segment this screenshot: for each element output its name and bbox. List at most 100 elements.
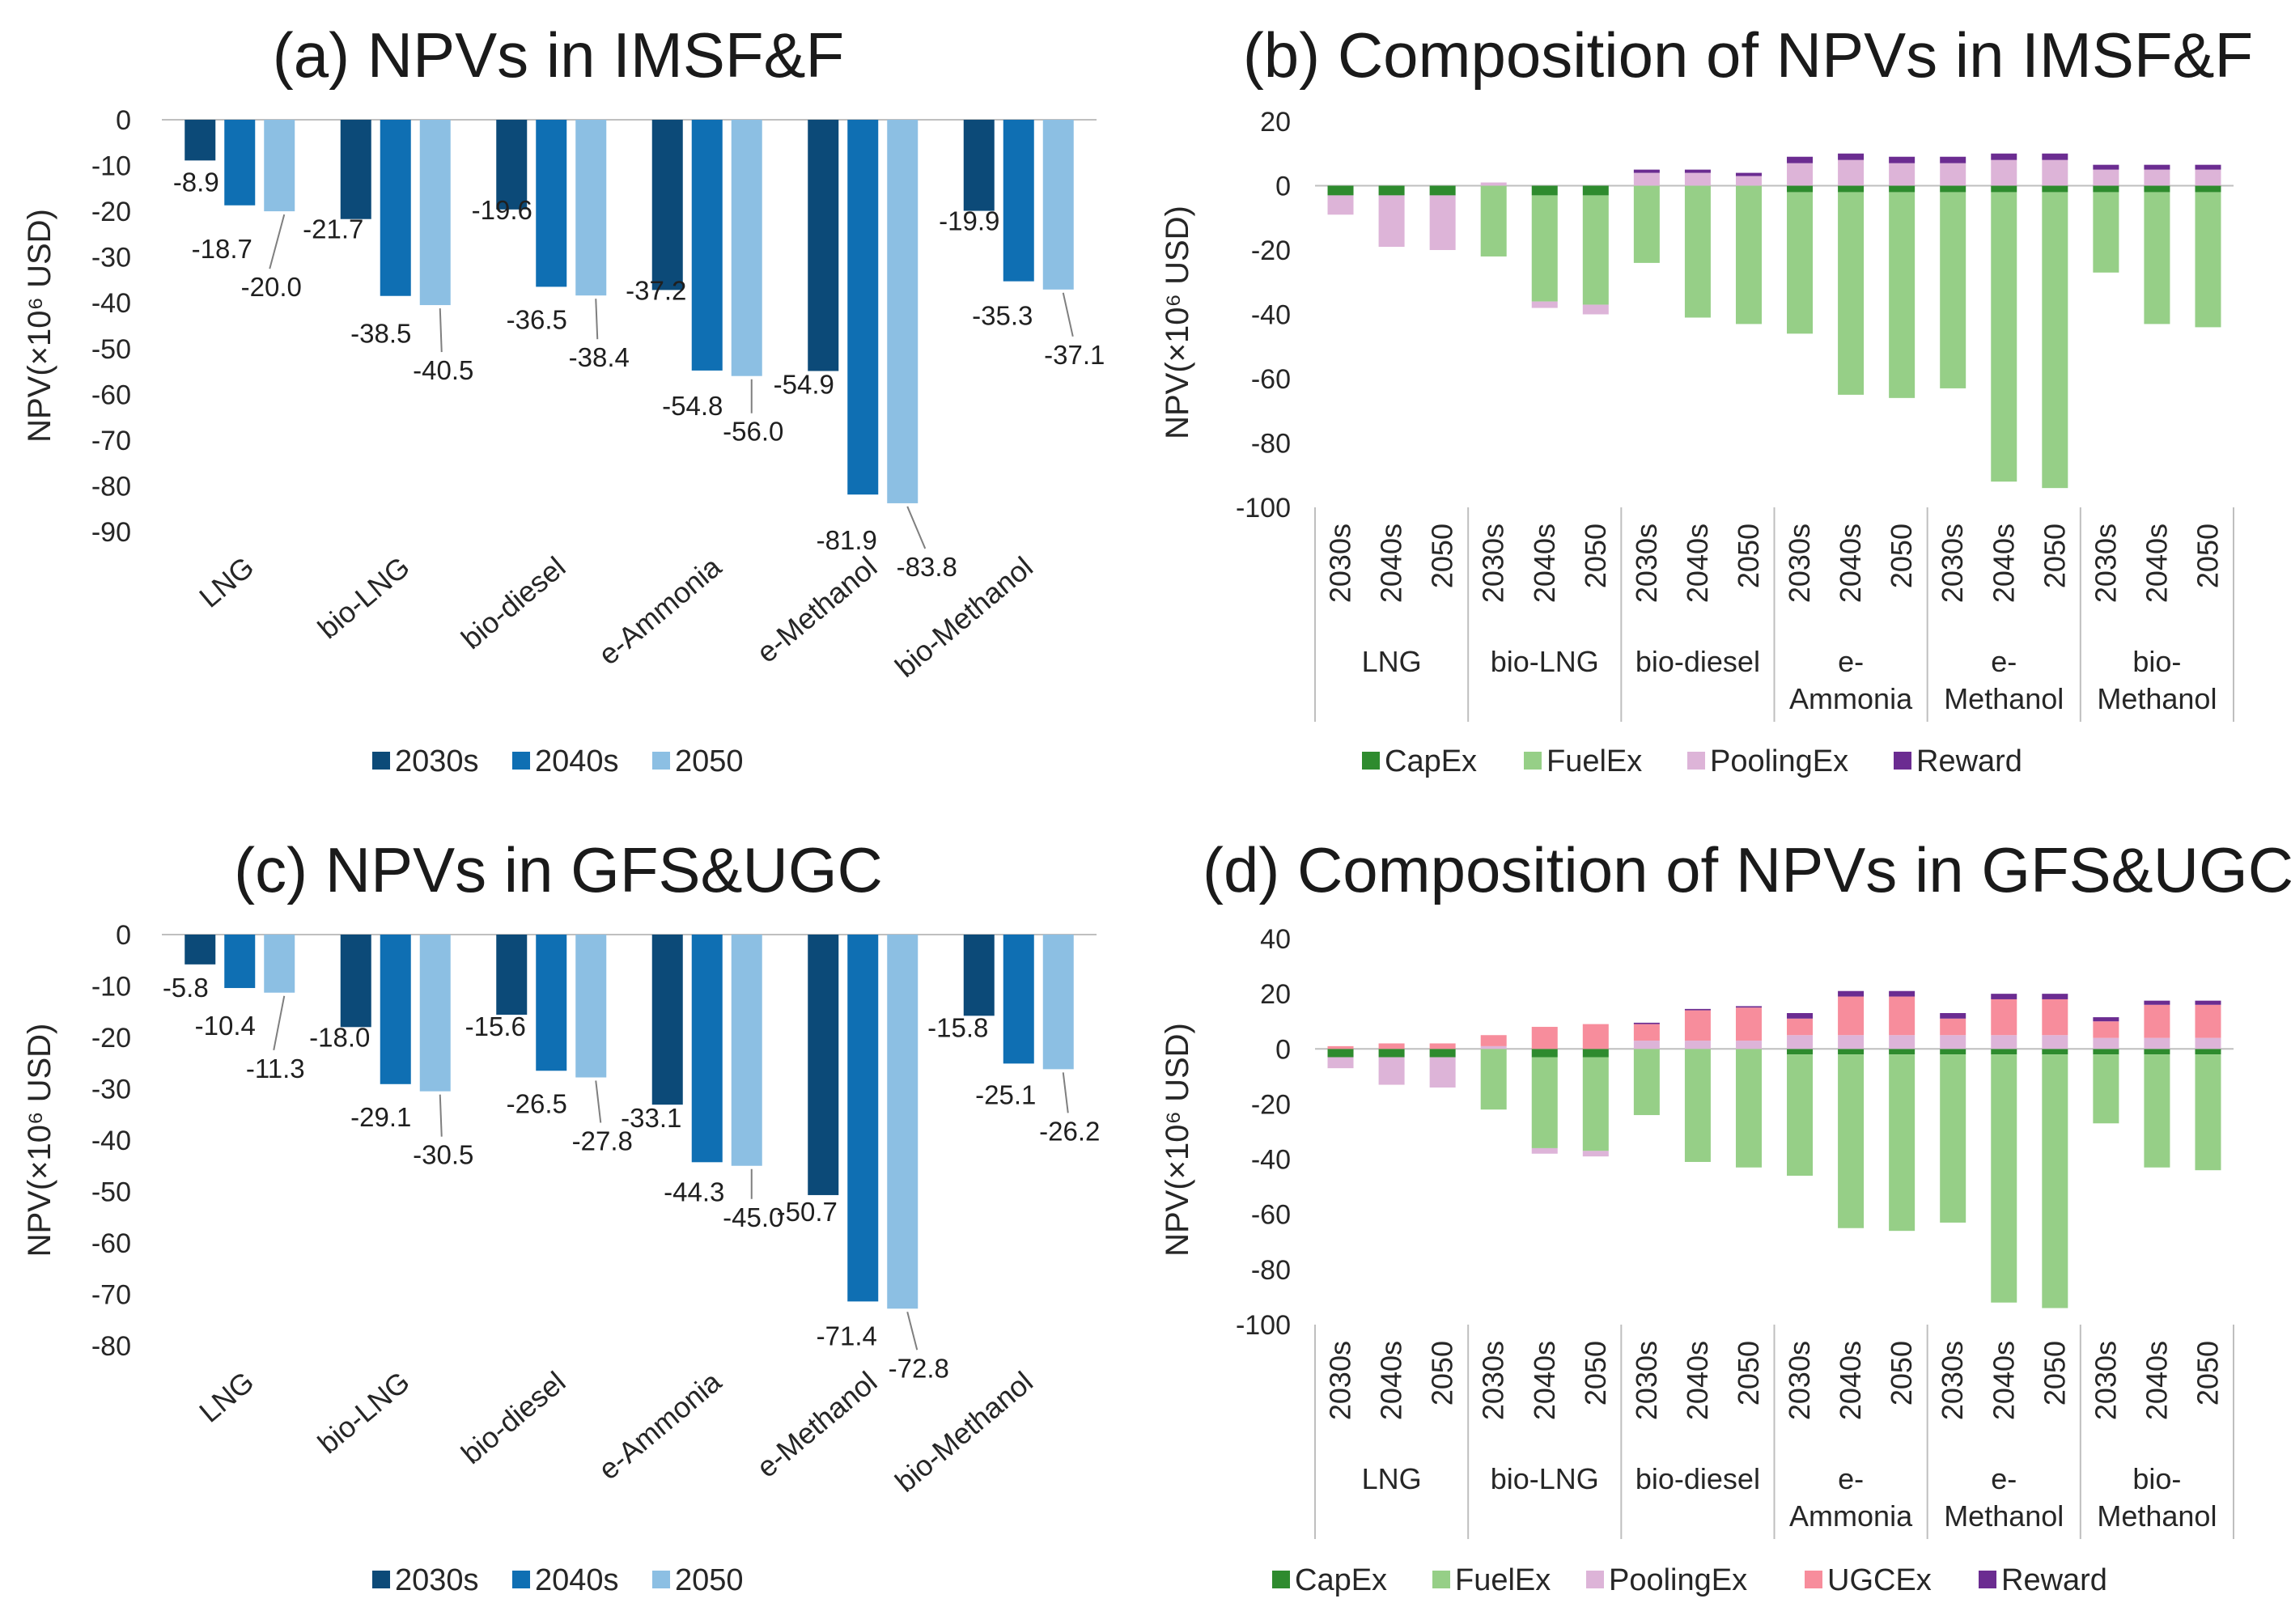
data-label: -30.5 [413,1140,473,1170]
data-label: -19.6 [472,195,532,225]
y-tick-label: -80 [91,1331,131,1362]
bar-segment-PoolingEx [2093,1037,2119,1049]
bar-segment-PoolingEx [1429,1057,1456,1088]
bar-segment-UGCEx [1991,999,2017,1036]
bar-segment-CapEx [1787,1049,1814,1055]
bar-2030s [340,120,371,219]
bar-segment-PoolingEx [1838,1035,1865,1049]
bar-2040s [536,120,567,287]
bar-segment-FuelEx [1940,192,1966,388]
bar-segment-PoolingEx [1889,1035,1916,1049]
y-tick-label: -60 [1251,364,1291,395]
bar-segment-PoolingEx [1531,301,1558,308]
data-label: -38.4 [569,342,630,372]
period-label: 2050 [2191,1341,2224,1406]
bar-2030s [651,120,683,290]
y-tick-label: -100 [1236,493,1291,524]
bar-2050 [731,935,762,1166]
panel-d-composition-gfs: (d) Composition of NPVs in GFS&UGC 40 20 0 -… [1160,834,2291,1597]
period-label: 2030s [2089,524,2122,603]
period-label: 2030s [1783,524,1816,603]
bar-segment-PoolingEx [1889,163,1916,186]
bar-segment-UGCEx [2042,999,2068,1036]
bar-segment-PoolingEx [1531,1147,1558,1154]
bar-segment-UGCEx [1582,1024,1609,1049]
bar-segment-FuelEx [1787,192,1814,334]
legend-swatch [372,1571,390,1588]
y-tick-label: -40 [1251,300,1291,331]
bar-segment-PoolingEx [1735,1041,1762,1049]
bar-segment-UGCEx [1940,1018,1966,1036]
bar-segment-Reward [2195,1000,2221,1005]
category-label: bio-LNG [312,1365,416,1461]
bar-segment-UGCEx [1735,1007,1762,1041]
y-tick-label: -20 [91,1023,131,1054]
legend-label: CapEx [1385,744,1477,778]
bar-segment-FuelEx [2144,1054,2170,1168]
bar-segment-PoolingEx [1378,195,1405,248]
data-label-leader [1062,292,1074,337]
y-axis-label: NPV(×10⁶ USD) [1160,206,1195,439]
legend-label: 2050 [675,1563,744,1597]
data-label: -19.9 [939,206,999,236]
bar-segment-Reward [2144,1000,2170,1005]
group-label: bio-LNG [1491,645,1599,678]
category-label: LNG [193,1365,260,1429]
bar-2030s [496,120,528,210]
bar-segment-UGCEx [2144,1004,2170,1038]
bar-segment-CapEx [1787,185,1814,193]
y-tick-label: -50 [91,1177,131,1208]
data-label: -18.0 [309,1022,370,1052]
period-label: 2050 [1885,1341,1918,1406]
data-label-leader [906,506,927,549]
data-label: -11.3 [246,1054,305,1083]
y-tick-label: -30 [91,1075,131,1105]
category-label: LNG [193,550,260,614]
bar-segment-Reward [1991,994,2017,999]
data-label: -56.0 [723,417,783,447]
bar-segment-CapEx [1838,1049,1865,1055]
bar-2040s [224,935,256,989]
bar-segment-Reward [2042,994,2068,999]
period-label: 2030s [1936,1341,1969,1420]
data-label: -8.9 [173,167,219,197]
data-label: -18.7 [192,234,252,264]
bar-segment-FuelEx [1889,1054,1916,1232]
data-label: -83.8 [897,552,957,582]
period-label: 2040s [1987,1341,2020,1420]
bar-segment-PoolingEx [1480,1045,1507,1049]
legend-swatch [512,1571,530,1588]
bar-segment-FuelEx [2042,1054,2068,1308]
period-label: 2030s [1324,524,1357,603]
bar-2030s [963,935,995,1016]
bar-segment-FuelEx [1684,185,1711,318]
y-tick-label: 40 [1260,924,1291,955]
legend-label: Reward [1916,744,2022,778]
category-label: bio-Methanol [889,1365,1039,1499]
y-tick-label: -80 [91,471,131,502]
period-label: 2040s [1987,524,2020,603]
period-label: 2040s [1834,1341,1867,1420]
data-label: -5.8 [163,973,209,1003]
bar-segment-Reward [1940,156,1966,163]
bar-segment-UGCEx [2195,1004,2221,1038]
y-tick-label: -20 [1251,1089,1291,1120]
data-label-leader [595,1080,602,1123]
bar-segment-FuelEx [1480,1049,1507,1110]
bar-segment-CapEx [2195,185,2221,193]
period-label: 2030s [2089,1341,2122,1420]
bar-2050 [887,120,919,503]
bar-2030s [963,120,995,211]
bar-segment-UGCEx [1787,1018,1814,1036]
bar-2050 [1042,935,1074,1070]
bar-segment-Reward [2093,1017,2119,1022]
bar-segment-Reward [1633,169,1660,173]
data-label: -54.9 [774,369,834,399]
bar-segment-PoolingEx [1684,172,1711,186]
bar-2040s [1003,120,1034,282]
category-label: bio-LNG [312,550,416,646]
y-axis-label: NPV(×10⁶ USD) [22,209,57,443]
bar-segment-CapEx [1531,185,1558,196]
data-label: -26.2 [1039,1116,1100,1146]
bar-segment-Reward [2195,164,2221,170]
